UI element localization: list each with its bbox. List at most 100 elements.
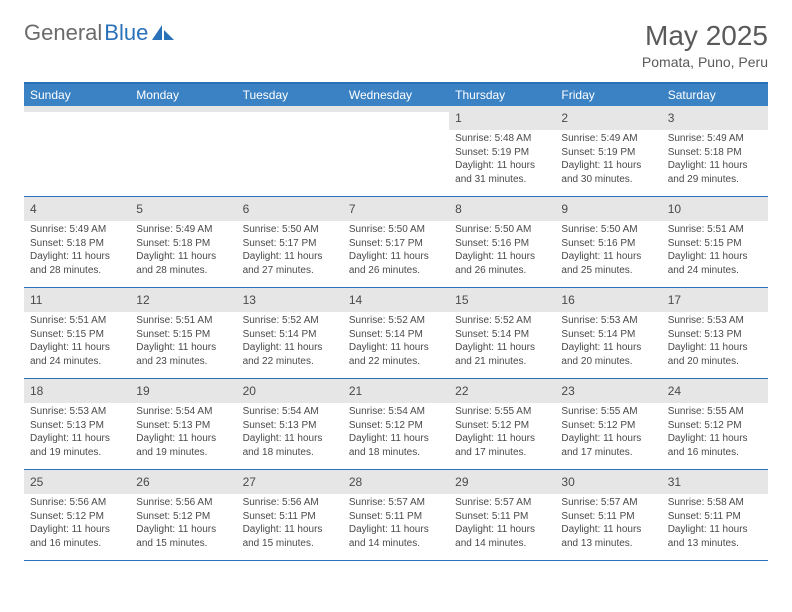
- day-number: 5: [136, 202, 143, 216]
- day-cell: [130, 106, 236, 196]
- day-number-row: [343, 106, 449, 112]
- weekday-header: Saturday: [662, 84, 768, 106]
- day-number-row: 28: [343, 470, 449, 494]
- daylight-text: Daylight: 11 hours and 16 minutes.: [30, 523, 124, 550]
- sunrise-text: Sunrise: 5:53 AM: [30, 405, 124, 419]
- day-info: Sunrise: 5:58 AMSunset: 5:11 PMDaylight:…: [662, 494, 768, 554]
- day-info: Sunrise: 5:54 AMSunset: 5:12 PMDaylight:…: [343, 403, 449, 463]
- day-number: 6: [243, 202, 250, 216]
- sunset-text: Sunset: 5:18 PM: [136, 237, 230, 251]
- day-number: 29: [455, 475, 468, 489]
- day-number-row: 4: [24, 197, 130, 221]
- sunset-text: Sunset: 5:17 PM: [243, 237, 337, 251]
- calendar-grid: Sunday Monday Tuesday Wednesday Thursday…: [24, 82, 768, 561]
- sunrise-text: Sunrise: 5:54 AM: [349, 405, 443, 419]
- day-cell: 23Sunrise: 5:55 AMSunset: 5:12 PMDayligh…: [555, 379, 661, 469]
- daylight-text: Daylight: 11 hours and 18 minutes.: [243, 432, 337, 459]
- sunrise-text: Sunrise: 5:51 AM: [136, 314, 230, 328]
- day-info: Sunrise: 5:49 AMSunset: 5:18 PMDaylight:…: [24, 221, 130, 281]
- day-info: Sunrise: 5:53 AMSunset: 5:13 PMDaylight:…: [662, 312, 768, 372]
- day-number: 14: [349, 293, 362, 307]
- day-number: 10: [668, 202, 681, 216]
- week-row: 18Sunrise: 5:53 AMSunset: 5:13 PMDayligh…: [24, 379, 768, 470]
- day-number: 26: [136, 475, 149, 489]
- sunset-text: Sunset: 5:14 PM: [455, 328, 549, 342]
- day-number: 11: [30, 293, 42, 307]
- day-cell: 29Sunrise: 5:57 AMSunset: 5:11 PMDayligh…: [449, 470, 555, 560]
- sunset-text: Sunset: 5:11 PM: [243, 510, 337, 524]
- sunrise-text: Sunrise: 5:52 AM: [455, 314, 549, 328]
- day-number: 27: [243, 475, 256, 489]
- day-cell: 30Sunrise: 5:57 AMSunset: 5:11 PMDayligh…: [555, 470, 661, 560]
- daylight-text: Daylight: 11 hours and 18 minutes.: [349, 432, 443, 459]
- page-header: GeneralBlue May 2025 Pomata, Puno, Peru: [24, 20, 768, 70]
- day-number-row: 7: [343, 197, 449, 221]
- day-info: Sunrise: 5:49 AMSunset: 5:18 PMDaylight:…: [662, 130, 768, 190]
- day-info: Sunrise: 5:50 AMSunset: 5:16 PMDaylight:…: [449, 221, 555, 281]
- day-number: 15: [455, 293, 468, 307]
- daylight-text: Daylight: 11 hours and 27 minutes.: [243, 250, 337, 277]
- day-info: Sunrise: 5:56 AMSunset: 5:12 PMDaylight:…: [24, 494, 130, 554]
- day-number: 7: [349, 202, 356, 216]
- day-info: Sunrise: 5:55 AMSunset: 5:12 PMDaylight:…: [449, 403, 555, 463]
- sunrise-text: Sunrise: 5:56 AM: [243, 496, 337, 510]
- day-cell: 7Sunrise: 5:50 AMSunset: 5:17 PMDaylight…: [343, 197, 449, 287]
- day-number-row: 13: [237, 288, 343, 312]
- sunset-text: Sunset: 5:11 PM: [561, 510, 655, 524]
- day-number-row: 20: [237, 379, 343, 403]
- sunrise-text: Sunrise: 5:49 AM: [561, 132, 655, 146]
- day-cell: 13Sunrise: 5:52 AMSunset: 5:14 PMDayligh…: [237, 288, 343, 378]
- sunset-text: Sunset: 5:15 PM: [30, 328, 124, 342]
- daylight-text: Daylight: 11 hours and 26 minutes.: [349, 250, 443, 277]
- daylight-text: Daylight: 11 hours and 24 minutes.: [30, 341, 124, 368]
- day-cell: 28Sunrise: 5:57 AMSunset: 5:11 PMDayligh…: [343, 470, 449, 560]
- weekday-header: Tuesday: [237, 84, 343, 106]
- sunrise-text: Sunrise: 5:51 AM: [668, 223, 762, 237]
- daylight-text: Daylight: 11 hours and 17 minutes.: [561, 432, 655, 459]
- day-cell: 12Sunrise: 5:51 AMSunset: 5:15 PMDayligh…: [130, 288, 236, 378]
- daylight-text: Daylight: 11 hours and 24 minutes.: [668, 250, 762, 277]
- day-info: Sunrise: 5:55 AMSunset: 5:12 PMDaylight:…: [555, 403, 661, 463]
- sunrise-text: Sunrise: 5:55 AM: [455, 405, 549, 419]
- sunrise-text: Sunrise: 5:49 AM: [668, 132, 762, 146]
- daylight-text: Daylight: 11 hours and 25 minutes.: [561, 250, 655, 277]
- day-info: Sunrise: 5:49 AMSunset: 5:19 PMDaylight:…: [555, 130, 661, 190]
- sunset-text: Sunset: 5:14 PM: [243, 328, 337, 342]
- day-info: Sunrise: 5:57 AMSunset: 5:11 PMDaylight:…: [555, 494, 661, 554]
- day-cell: 1Sunrise: 5:48 AMSunset: 5:19 PMDaylight…: [449, 106, 555, 196]
- day-cell: 15Sunrise: 5:52 AMSunset: 5:14 PMDayligh…: [449, 288, 555, 378]
- weekday-header: Monday: [130, 84, 236, 106]
- day-info: Sunrise: 5:51 AMSunset: 5:15 PMDaylight:…: [130, 312, 236, 372]
- sunset-text: Sunset: 5:14 PM: [349, 328, 443, 342]
- sunrise-text: Sunrise: 5:55 AM: [668, 405, 762, 419]
- daylight-text: Daylight: 11 hours and 22 minutes.: [349, 341, 443, 368]
- day-cell: 11Sunrise: 5:51 AMSunset: 5:15 PMDayligh…: [24, 288, 130, 378]
- sunrise-text: Sunrise: 5:57 AM: [561, 496, 655, 510]
- day-cell: 3 Sunrise: 5:49 AMSunset: 5:18 PMDaylight…: [662, 106, 768, 196]
- weekday-header: Friday: [555, 84, 661, 106]
- week-row: 25Sunrise: 5:56 AMSunset: 5:12 PMDayligh…: [24, 470, 768, 561]
- day-number: 16: [561, 293, 574, 307]
- day-number-row: 23: [555, 379, 661, 403]
- day-number-row: 26: [130, 470, 236, 494]
- daylight-text: Daylight: 11 hours and 23 minutes.: [136, 341, 230, 368]
- daylight-text: Daylight: 11 hours and 13 minutes.: [668, 523, 762, 550]
- sunrise-text: Sunrise: 5:50 AM: [349, 223, 443, 237]
- sunset-text: Sunset: 5:12 PM: [30, 510, 124, 524]
- sunset-text: Sunset: 5:11 PM: [668, 510, 762, 524]
- day-number: 19: [136, 384, 149, 398]
- sunset-text: Sunset: 5:13 PM: [668, 328, 762, 342]
- sunrise-text: Sunrise: 5:53 AM: [561, 314, 655, 328]
- day-info: Sunrise: 5:53 AMSunset: 5:14 PMDaylight:…: [555, 312, 661, 372]
- sunrise-text: Sunrise: 5:58 AM: [668, 496, 762, 510]
- day-number-row: 3: [662, 106, 768, 130]
- daylight-text: Daylight: 11 hours and 14 minutes.: [455, 523, 549, 550]
- day-number-row: 22: [449, 379, 555, 403]
- sunrise-text: Sunrise: 5:50 AM: [243, 223, 337, 237]
- day-number-row: 17: [662, 288, 768, 312]
- day-number: 3: [668, 111, 675, 125]
- daylight-text: Daylight: 11 hours and 28 minutes.: [30, 250, 124, 277]
- day-cell: [343, 106, 449, 196]
- sunrise-text: Sunrise: 5:53 AM: [668, 314, 762, 328]
- sunrise-text: Sunrise: 5:57 AM: [455, 496, 549, 510]
